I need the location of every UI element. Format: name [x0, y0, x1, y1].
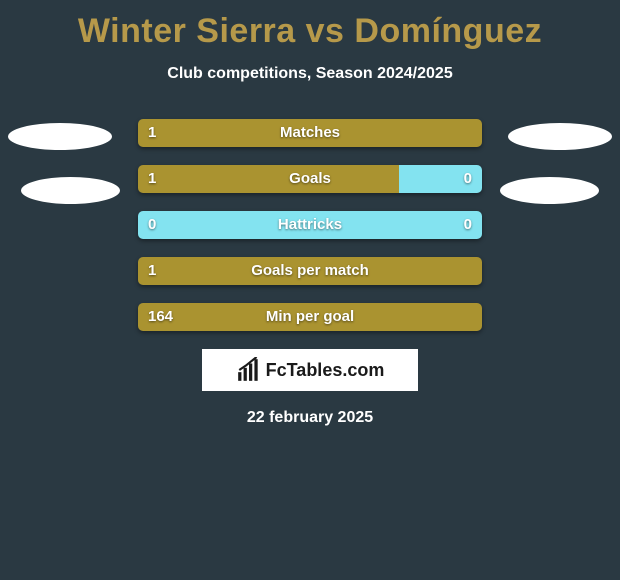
date-label: 22 february 2025 [0, 409, 620, 427]
bar-left [138, 303, 482, 331]
player-avatar-left-top [8, 123, 112, 150]
stat-rows: 1 Matches 1 Goals 0 0 Hattricks 0 1 Goal… [0, 119, 620, 331]
bar-left [138, 257, 482, 285]
bar-track [138, 165, 482, 193]
subtitle: Club competitions, Season 2024/2025 [0, 65, 620, 83]
logo-text: FcTables.com [266, 360, 385, 381]
bar-left [138, 165, 399, 193]
stat-row-min-per-goal: 164 Min per goal [0, 303, 620, 331]
bar-track [138, 257, 482, 285]
player-avatar-right-top [508, 123, 612, 150]
bar-left [138, 119, 482, 147]
page-title: Winter Sierra vs Domínguez [0, 0, 620, 51]
bar-track [138, 303, 482, 331]
player-avatar-left-bottom [21, 177, 120, 204]
bar-right [399, 165, 482, 193]
player-avatar-right-bottom [500, 177, 599, 204]
fctables-logo: FcTables.com [202, 349, 418, 391]
bar-track [138, 211, 482, 239]
stat-row-hattricks: 0 Hattricks 0 [0, 211, 620, 239]
bar-track [138, 119, 482, 147]
stat-row-goals-per-match: 1 Goals per match [0, 257, 620, 285]
bar-right [138, 211, 482, 239]
chart-icon [236, 357, 262, 383]
